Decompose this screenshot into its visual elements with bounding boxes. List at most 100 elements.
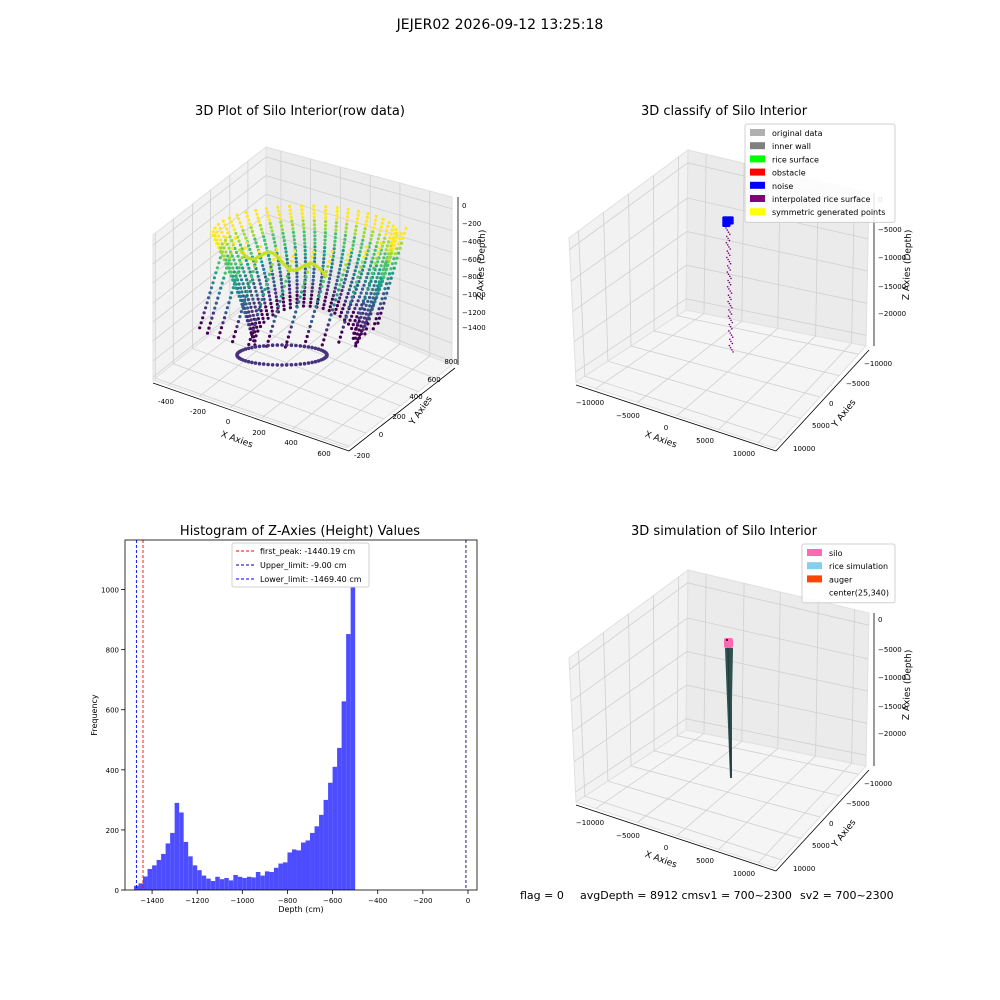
histogram-bar xyxy=(346,634,351,890)
legend-box xyxy=(231,542,370,588)
interpolated-point xyxy=(730,298,732,301)
gridline-z xyxy=(573,684,867,763)
cloud-point xyxy=(242,300,246,304)
cloud-point xyxy=(312,211,316,216)
cloud-point xyxy=(364,223,368,227)
cloud-point xyxy=(206,296,211,300)
cloud-point xyxy=(344,315,348,319)
cloud-point xyxy=(313,241,317,245)
interpolated-point xyxy=(728,281,731,284)
cloud-point xyxy=(231,274,235,278)
cloud-point xyxy=(255,270,259,274)
cloud-point xyxy=(244,311,248,315)
cloud-point xyxy=(303,248,307,253)
z-tick-label: −15000 xyxy=(878,283,906,291)
cloud-point xyxy=(349,303,353,307)
cloud-point xyxy=(288,298,292,302)
cloud-point xyxy=(239,310,243,314)
cloud-point xyxy=(262,235,266,239)
cloud-point xyxy=(255,293,259,297)
cloud-point xyxy=(312,204,316,208)
cloud-point xyxy=(357,328,361,332)
cloud-point xyxy=(330,265,334,269)
cloud-point xyxy=(331,293,335,298)
cloud-point xyxy=(394,261,398,265)
cloud-point xyxy=(386,252,391,256)
cloud-point xyxy=(324,295,328,299)
cloud-point xyxy=(366,249,370,253)
cloud-point xyxy=(251,278,255,282)
cloud-point xyxy=(258,282,262,286)
cloud-point xyxy=(320,284,324,289)
cloud-point xyxy=(365,253,369,257)
gridline-z xyxy=(570,197,869,282)
cloud-point xyxy=(316,359,321,363)
cloud-point xyxy=(395,247,399,251)
gridline-y xyxy=(653,175,840,376)
cloud-point xyxy=(297,300,301,304)
cloud-point xyxy=(360,306,364,310)
cloud-point xyxy=(322,249,326,253)
cloud-point xyxy=(259,302,263,307)
cloud-point xyxy=(236,271,240,275)
z-tick-label: −5000 xyxy=(878,646,902,654)
cloud-point xyxy=(343,277,347,281)
cloud-point xyxy=(267,257,271,261)
cloud-point xyxy=(280,363,284,367)
histogram-bar xyxy=(237,876,243,890)
cloud-point xyxy=(243,306,247,311)
cloud-point xyxy=(348,248,352,252)
legend-label: noise xyxy=(772,182,793,191)
cloud-point xyxy=(268,298,272,302)
interpolated-point xyxy=(726,229,729,231)
cloud-point xyxy=(233,236,238,240)
cloud-point xyxy=(291,230,295,234)
cloud-point xyxy=(274,295,278,299)
cloud-point xyxy=(357,270,362,274)
cloud-point xyxy=(205,331,210,335)
interpolated-point xyxy=(727,294,730,297)
cloud-point xyxy=(290,219,294,223)
interpolated-point xyxy=(727,258,729,261)
gridline-x xyxy=(757,189,855,443)
cloud-point xyxy=(378,282,382,286)
cloud-point xyxy=(355,217,360,221)
cloud-point xyxy=(334,224,338,228)
cloud-point xyxy=(366,212,370,216)
cloud-point xyxy=(238,243,243,247)
histogram-bar xyxy=(147,868,153,890)
cloud-point xyxy=(271,276,275,280)
cloud-point xyxy=(381,217,385,221)
legend-swatch xyxy=(750,168,765,176)
cloud-point xyxy=(347,305,351,309)
cloud-point xyxy=(376,287,380,291)
cloud-point xyxy=(361,320,365,324)
cloud-point xyxy=(286,335,290,339)
cloud-point xyxy=(385,291,389,295)
cloud-point xyxy=(246,359,251,364)
x-tick-label: −10000 xyxy=(576,819,604,827)
cloud-point xyxy=(304,339,308,344)
cloud-point xyxy=(238,274,242,278)
cloud-point xyxy=(224,236,228,240)
gridline-z xyxy=(573,264,867,343)
cloud-point xyxy=(284,363,289,367)
cloud-point xyxy=(320,275,324,279)
cloud-point xyxy=(335,213,339,217)
cloud-point xyxy=(225,266,229,270)
cloud-point xyxy=(369,312,373,316)
cloud-point xyxy=(250,332,254,337)
legend-label: rice simulation xyxy=(829,562,888,571)
z-tick-label: −200 xyxy=(462,220,481,228)
cloud-point xyxy=(373,222,377,226)
y-tick-label: 1000 xyxy=(101,587,119,595)
cloud-point xyxy=(323,242,327,246)
cloud-point xyxy=(294,362,298,367)
cloud-point xyxy=(281,300,286,304)
cloud-point xyxy=(287,280,291,284)
histogram-bar xyxy=(323,799,329,890)
cloud-point xyxy=(343,299,348,303)
cloud-point xyxy=(233,246,237,251)
histogram-bar xyxy=(143,876,148,890)
histogram-bar xyxy=(165,843,171,890)
